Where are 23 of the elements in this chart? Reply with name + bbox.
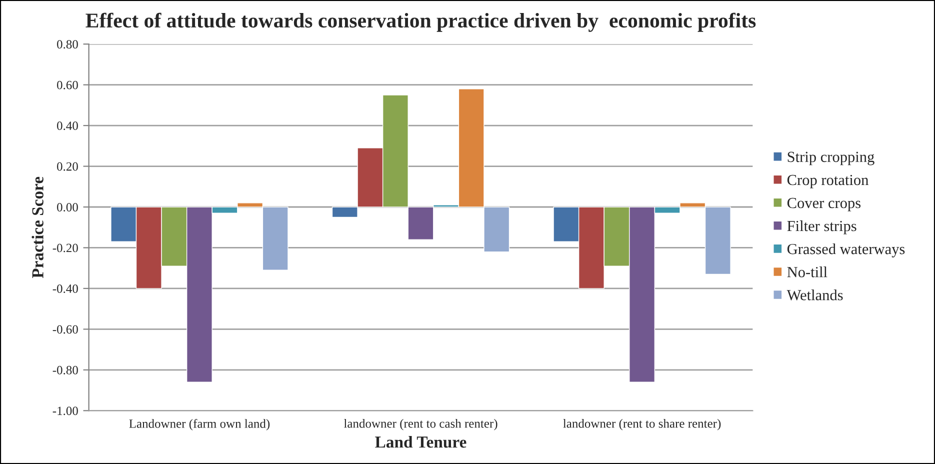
x-axis-title: Land Tenure [375,436,466,448]
y-tick-label: -0.80 [52,366,78,374]
y-tick-label: -0.60 [52,325,78,334]
x-tick-label: landowner (rent to share renter) [563,418,721,430]
legend-label: Crop rotation [787,174,868,188]
legend-label: Cover crops [787,198,861,212]
legend-label: Filter strips [787,220,856,234]
y-tick-label: 0.40 [57,122,78,130]
y-tick-label: -0.40 [52,284,78,293]
y-tick-label: 0.00 [57,203,78,212]
legend-label: No-till [787,266,828,278]
x-tick-label: landowner (rent to cash renter) [344,418,498,430]
y-tick-label: 0.60 [57,80,78,90]
y-axis-title: Practice Score [32,176,44,278]
y-tick-label: 0.80 [57,40,78,49]
y-tick-label: -0.20 [52,244,78,252]
legend-label: Grassed waterways [787,243,905,258]
y-tick-label: 0.20 [57,162,78,171]
legend-label: Strip cropping [788,152,874,166]
x-tick-label: Landowner (farm own land) [129,418,270,430]
legend-label: Wetlands [786,290,843,300]
y-tick-label: -1.00 [52,406,78,416]
chart-title: Effect of attitude towards conservation practice driven by economic profits [86,12,756,32]
